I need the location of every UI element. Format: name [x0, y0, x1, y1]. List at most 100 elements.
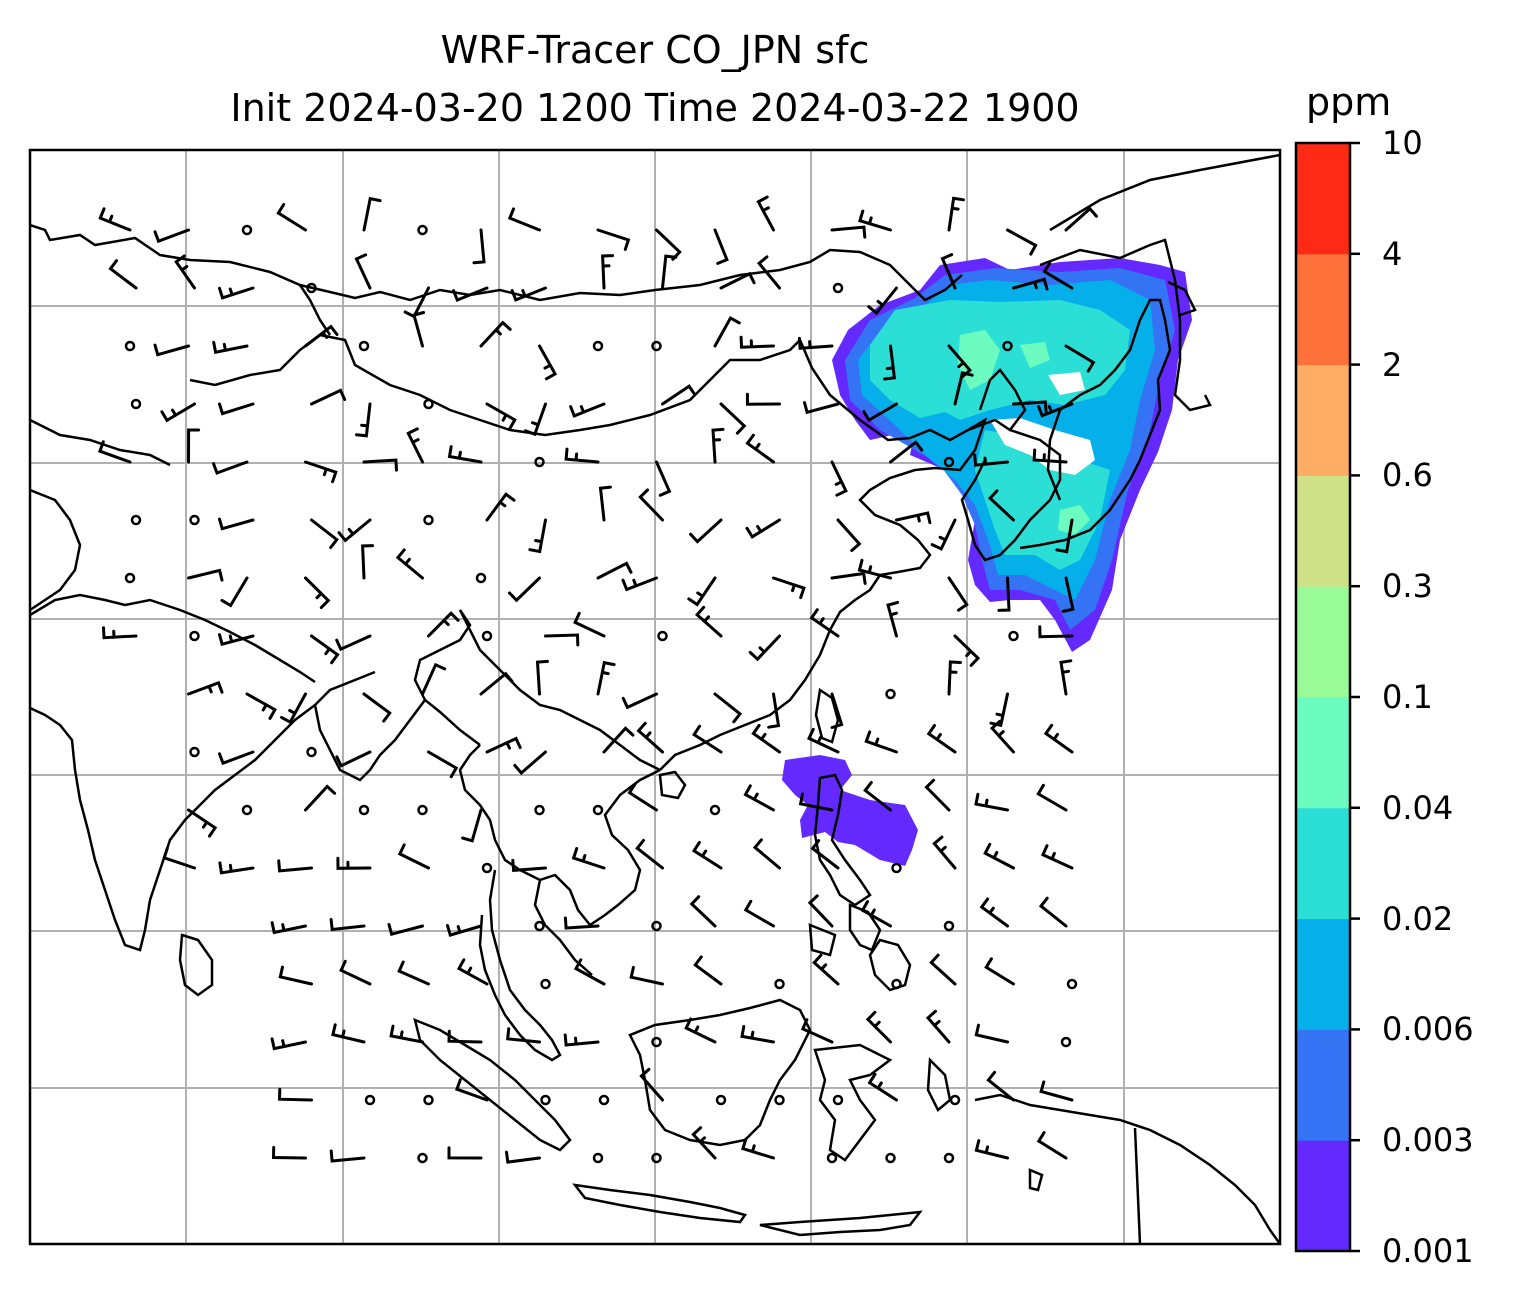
- wind-barb: [452, 286, 489, 302]
- wind-barb: [940, 253, 957, 290]
- wind-barb: [278, 965, 313, 986]
- colorbar-segment: [1296, 143, 1350, 255]
- calm-wind-marker: [832, 282, 844, 294]
- wind-barb: [563, 1033, 600, 1047]
- calm-wind-marker: [943, 456, 955, 468]
- wind-barb: [984, 957, 1015, 986]
- wind-barb: [895, 511, 932, 525]
- wind-barb: [932, 835, 957, 870]
- colorbar-tick-label: 0.001: [1382, 1232, 1474, 1270]
- wind-barb: [544, 633, 580, 647]
- wind-barb: [218, 861, 255, 875]
- wind-barb: [947, 196, 965, 232]
- wind-barb: [1059, 659, 1073, 696]
- wind-barb: [276, 203, 307, 232]
- wind-barb: [800, 1018, 834, 1044]
- colorbar-segment: [1296, 697, 1350, 809]
- calm-wind-marker: [130, 514, 142, 526]
- wind-barb: [953, 634, 981, 667]
- wind-barb: [807, 894, 834, 928]
- wind-barb: [691, 1126, 717, 1160]
- wind-barb: [187, 808, 218, 838]
- wind-barb: [406, 427, 424, 464]
- wind-barb: [535, 659, 549, 696]
- wind-barb: [1061, 576, 1075, 613]
- wind-barb: [830, 692, 844, 729]
- wind-barb: [447, 445, 483, 464]
- wind-barb: [479, 671, 514, 696]
- wind-barb: [809, 608, 840, 638]
- calm-wind-marker: [943, 1152, 955, 1164]
- wind-barb: [638, 488, 664, 522]
- wind-barb: [803, 401, 840, 415]
- wind-barb: [212, 340, 249, 354]
- wind-barb: [479, 320, 512, 348]
- wind-barb: [602, 726, 635, 754]
- calm-wind-marker: [774, 978, 785, 990]
- colorbar-frame: [1294, 141, 1352, 1253]
- colorbar-tick-label: 0.02: [1382, 899, 1454, 938]
- wind-barb: [277, 859, 313, 873]
- wind-barb: [713, 692, 743, 724]
- wind-barb: [1037, 402, 1074, 418]
- wind-barb: [989, 692, 1009, 728]
- wind-barb: [397, 960, 430, 986]
- wind-barb: [752, 838, 781, 870]
- wind-barb: [304, 324, 339, 348]
- wind-barb: [421, 662, 447, 696]
- calm-wind-marker: [241, 224, 253, 236]
- calm-wind-marker: [949, 1094, 961, 1106]
- wind-barb: [331, 1023, 366, 1044]
- wind-barb: [427, 750, 459, 779]
- wind-barb: [751, 723, 781, 754]
- calm-wind-marker: [598, 1094, 610, 1106]
- calm-wind-marker: [534, 920, 545, 932]
- calm-wind-marker: [417, 224, 428, 236]
- wind-barb: [361, 544, 375, 580]
- wind-barb: [160, 402, 196, 423]
- wind-barb: [218, 286, 255, 300]
- colorbar-segment: [1296, 364, 1350, 476]
- calm-wind-marker: [540, 978, 551, 990]
- calm-wind-marker: [481, 862, 493, 874]
- calm-wind-marker: [1008, 630, 1019, 642]
- wind-barb: [635, 838, 664, 870]
- wind-barb: [573, 611, 606, 638]
- colorbar-segment: [1296, 475, 1350, 587]
- wind-barb: [412, 311, 426, 348]
- wind-barb: [598, 485, 612, 522]
- calm-wind-marker: [891, 978, 902, 990]
- wind-barb: [812, 953, 840, 986]
- colorbar-tick-label: 0.04: [1382, 788, 1454, 827]
- wind-barb: [456, 958, 489, 986]
- calm-wind-marker: [423, 1094, 434, 1106]
- calm-wind-marker: [592, 340, 604, 352]
- calm-wind-marker: [306, 746, 317, 758]
- wind-barb: [310, 518, 339, 549]
- wind-barb: [739, 335, 775, 349]
- wind-barb: [280, 692, 307, 725]
- wind-barb: [1064, 344, 1096, 373]
- wind-barb: [335, 750, 372, 768]
- wind-barb: [740, 1025, 775, 1044]
- wind-barb: [661, 384, 697, 406]
- tracer-plume-northeast: [832, 258, 1192, 652]
- wind-barb: [329, 1149, 366, 1163]
- wind-barb: [387, 923, 424, 937]
- wind-barb: [889, 440, 924, 464]
- calm-wind-marker: [189, 746, 200, 758]
- wind-barb: [694, 605, 723, 638]
- wind-barb: [153, 228, 190, 244]
- wind-barb: [187, 428, 201, 464]
- wind-barb: [513, 750, 547, 776]
- wind-barb: [655, 460, 672, 497]
- colorbar-segment: [1296, 918, 1350, 1030]
- wind-barb: [691, 840, 723, 870]
- wind-barb: [362, 196, 382, 232]
- wind-barb: [220, 576, 249, 608]
- wind-barb: [979, 897, 1009, 928]
- colorbar-tick-label: 10: [1382, 124, 1423, 162]
- calm-wind-marker: [592, 1152, 604, 1164]
- wind-barb: [987, 489, 1015, 522]
- wind-barb: [745, 518, 781, 539]
